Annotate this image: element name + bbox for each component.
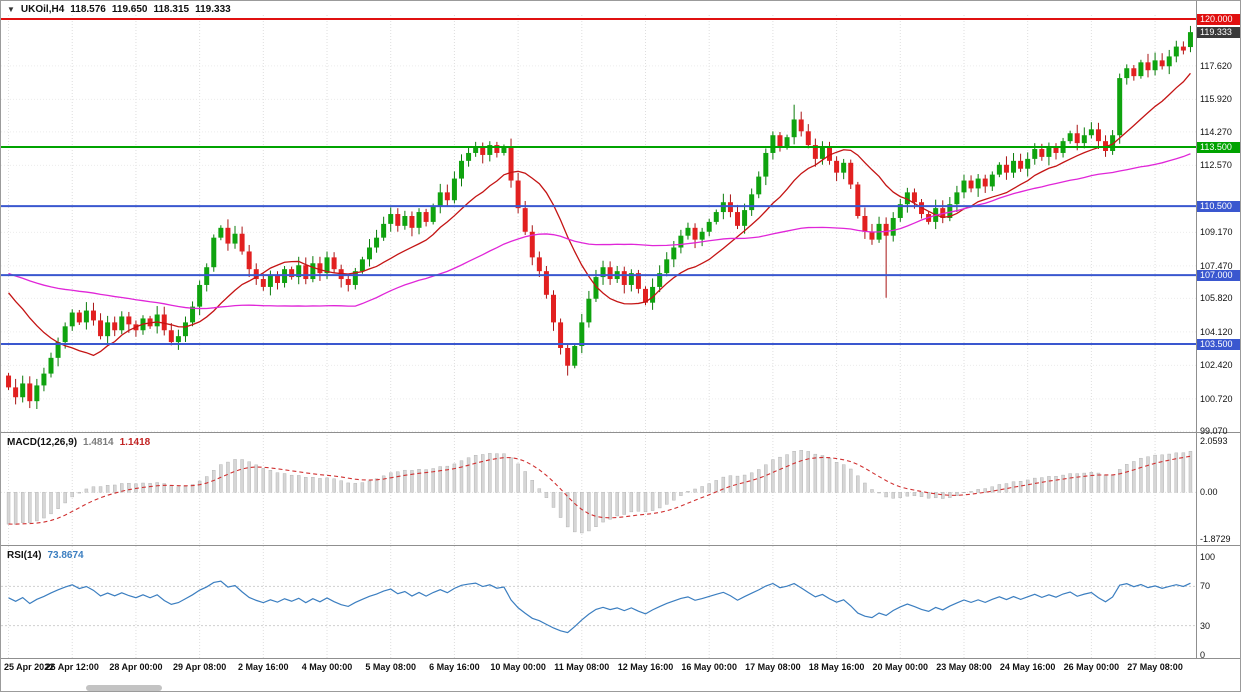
rsi-title: RSI(14) [7, 550, 42, 561]
ohlc-low: 118.315 [153, 4, 190, 15]
macd-signal-value: 1.1418 [119, 437, 151, 448]
levels-layer [1, 18, 1196, 346]
rsi-layer [1, 580, 1196, 634]
ma-slow-magenta [8, 153, 1191, 310]
grid-layer [1, 15, 1196, 658]
macd-main-value: 1.4814 [83, 437, 114, 448]
macd-layer [1, 450, 1196, 534]
macd-indicator-label: MACD(12,26,9) 1.4814 1.1418 [7, 437, 150, 448]
candles-layer [6, 25, 1193, 409]
price-axis[interactable] [1197, 1, 1240, 659]
horizontal-scrollbar[interactable] [86, 685, 162, 691]
time-axis[interactable] [1, 659, 1197, 683]
macd-title: MACD(12,26,9) [7, 437, 78, 448]
chart-menu-icon[interactable]: ▼ [7, 5, 15, 14]
ohlc-close: 119.333 [195, 4, 231, 15]
symbol-timeframe: UKOil,H4 [20, 4, 65, 15]
chart-info-bar: ▼ UKOil,H4 118.576 119.650 118.315 119.3… [7, 4, 231, 15]
rsi-indicator-label: RSI(14) 73.8674 [7, 550, 84, 561]
ohlc-high: 119.650 [111, 4, 148, 15]
ma-fast-red [8, 72, 1191, 357]
rsi-value: 73.8674 [47, 550, 84, 561]
ohlc-open: 118.576 [70, 4, 106, 15]
